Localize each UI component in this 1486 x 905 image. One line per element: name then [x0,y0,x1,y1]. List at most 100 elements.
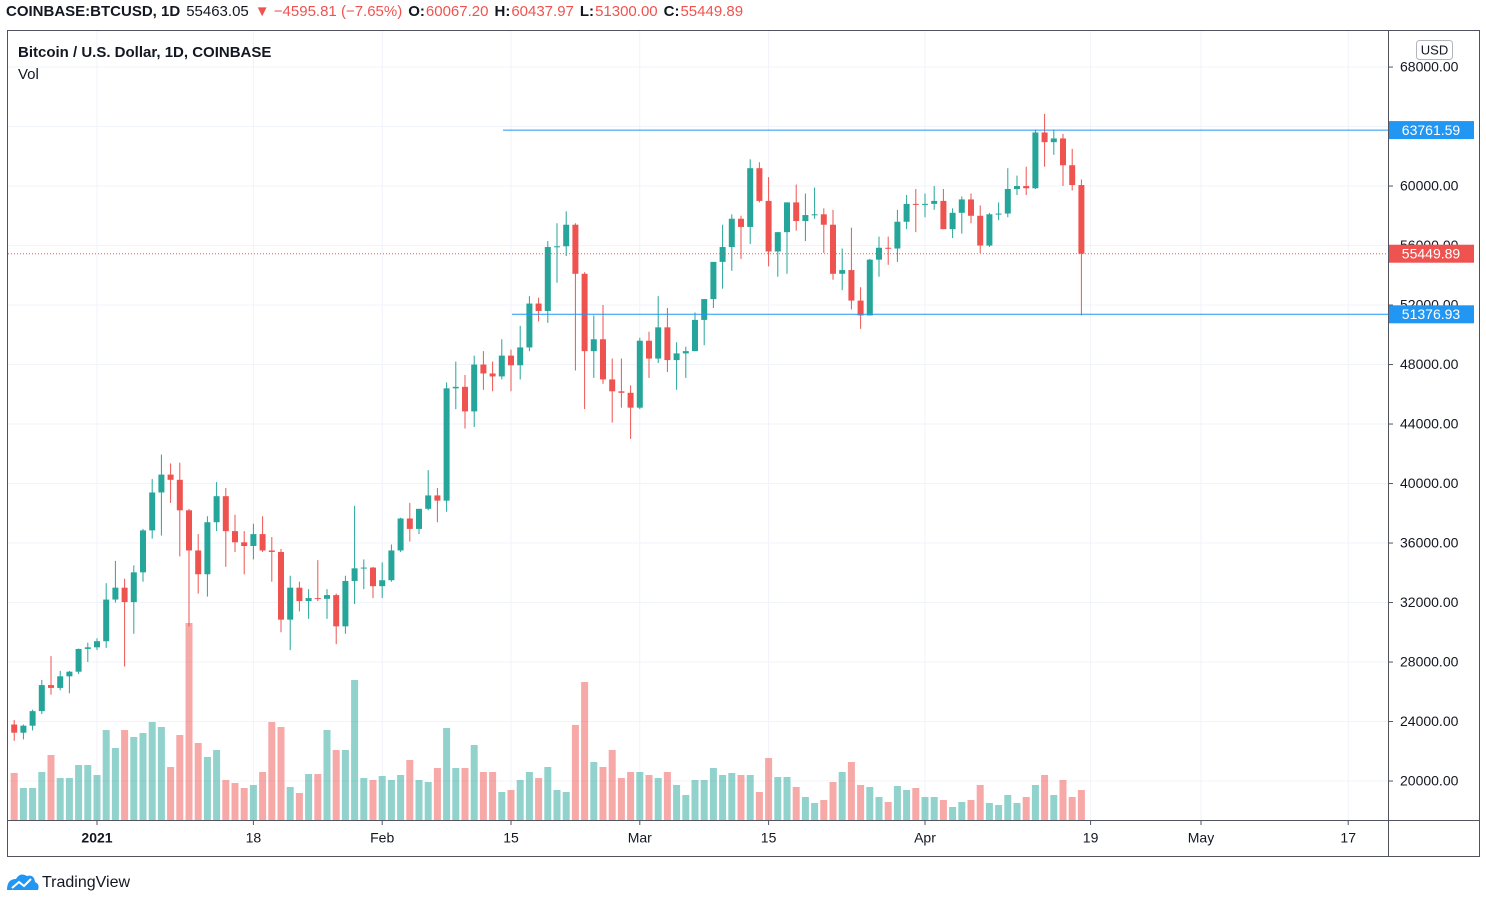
candle-body [664,327,671,361]
candle-body [1014,186,1020,190]
x-tick-label: 19 [1083,830,1099,846]
candle-body [314,598,321,600]
volume-bar [875,797,883,820]
candle-body [1069,165,1076,186]
candle-body [480,364,487,374]
change: ▼ −4595.81 (−7.65%) [255,3,402,20]
candle-body [29,711,36,726]
candle-body [1041,132,1048,143]
candle-body [682,351,689,354]
legend-volume: Vol [18,66,39,83]
volume-layer [10,623,1085,820]
ohlc-value: 51300.00 [595,3,658,20]
candle-body [508,355,514,366]
volume-bar [387,780,395,820]
volume-bar [314,774,322,820]
ohlc-close: C: 55449.89 [664,3,743,20]
x-tick-label: 15 [503,830,519,846]
candle-body [655,327,662,359]
y-tick-label: 44000.00 [1400,416,1459,432]
volume-bar [433,768,441,820]
volume-bar [1068,797,1076,820]
candle-body [958,199,965,213]
volume-bar [535,778,543,820]
volume-bar [443,728,451,820]
volume-bar [939,800,947,820]
candle-body [112,587,119,600]
candle-body [535,303,542,311]
candle-body [802,215,809,221]
volume-bar [19,788,27,820]
volume-bar [259,772,267,820]
candle-body [250,534,257,547]
candle-body [121,587,128,603]
volume-bar [277,727,285,820]
volume-bar [571,725,579,820]
volume-bar [792,787,800,820]
candle-body [140,530,146,573]
volume-bar [47,755,55,820]
x-tick-label: 17 [1340,830,1356,846]
candle-body [498,355,505,377]
candle-body [130,572,137,603]
brand-logo: TradingView [7,874,130,891]
y-tick-label: 60000.00 [1400,178,1459,194]
volume-bar [958,802,966,820]
y-tick-label: 32000.00 [1400,594,1459,610]
candle-body [572,224,579,274]
volume-bar [801,797,809,820]
volume-bar [286,787,294,820]
volume-bar [498,792,506,820]
candle-body [673,353,680,361]
candle-body [186,510,192,551]
ohlc-low: L: 51300.00 [580,3,658,20]
candle-body [443,388,450,501]
candle-body [259,534,266,551]
volume-bar [700,780,708,820]
candle-body [995,213,1002,215]
y-tick-label: 24000.00 [1400,713,1459,729]
candle-body [20,725,27,733]
volume-bar [10,773,18,820]
candle-body [351,568,358,581]
volume-bar [203,757,211,820]
candle-layer [11,113,1085,741]
volume-bar [406,760,414,820]
candle-body [830,224,836,274]
volume-bar [295,793,303,820]
x-tick-label: 15 [761,830,777,846]
volume-bar [1031,785,1039,820]
volume-bar [562,792,570,820]
volume-bar [102,730,110,820]
candle-body [489,373,496,377]
volume-bar [617,778,625,820]
volume-bar [130,737,138,820]
candle-body [517,347,524,366]
price-label-box [1389,244,1474,263]
candle-body [370,567,376,587]
volume-bar [581,682,589,820]
volume-bar [121,730,129,820]
volume-bar [1022,797,1030,820]
candle-body [563,224,570,247]
candle-body [57,676,64,688]
candle-body [434,495,441,501]
volume-bar [737,775,745,820]
candle-body [710,261,717,300]
candle-body [977,215,984,246]
volume-bar [930,797,938,820]
volume-bar [516,780,524,820]
currency-box [1416,40,1453,60]
logo-icon-line [11,878,32,889]
price-label: 51376.93 [1402,306,1461,322]
chart-frame [7,30,1480,857]
currency-label: USD [1421,42,1448,57]
candle-body [866,259,873,316]
volume-bar [1050,795,1058,820]
candle-body [885,247,892,249]
candle-body [305,598,312,602]
volume-bar [783,777,791,820]
volume-bar [167,767,175,820]
candle-body [692,319,698,352]
